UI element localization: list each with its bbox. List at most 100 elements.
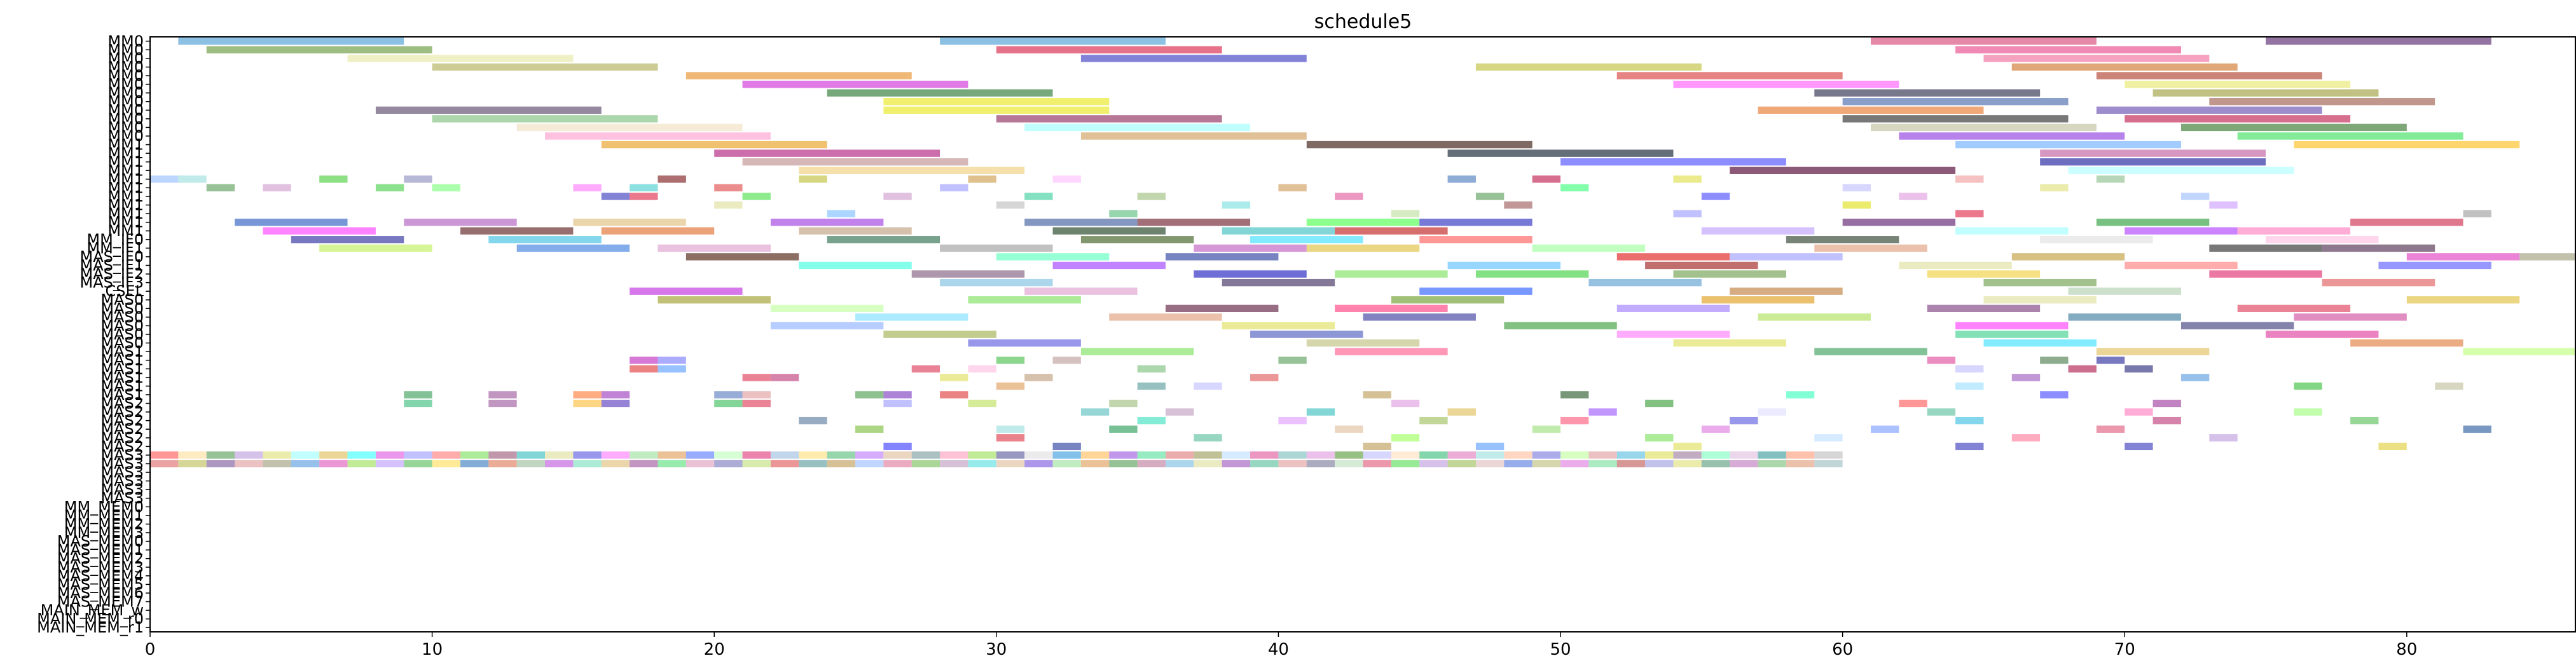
task-bar (1165, 408, 1194, 416)
task-bar (347, 55, 574, 62)
task-bar (1730, 460, 1758, 468)
task-bar (516, 244, 630, 252)
y-tick-label: MAS_IF3 (79, 274, 144, 292)
task-bar (1616, 331, 1730, 338)
task-bar (206, 451, 235, 459)
task-bar (1391, 434, 1420, 442)
task-bar (1024, 123, 1251, 132)
task-bar (573, 451, 602, 459)
task-bar (1024, 287, 1138, 295)
bars-layer (150, 38, 2576, 468)
task-bar (996, 46, 1222, 54)
task-bar (1306, 451, 1335, 459)
task-bar (1080, 460, 1110, 468)
y-tick-label: MM_IF0 (86, 231, 144, 249)
task-bar (1899, 261, 2012, 270)
task-bar (488, 460, 517, 468)
task-bar (488, 391, 517, 399)
task-bar (2237, 227, 2351, 235)
task-bar (799, 167, 1025, 174)
task-bar (1983, 339, 2097, 347)
task-bar (2519, 253, 2576, 261)
task-bar (2125, 261, 2238, 270)
task-bar (1701, 193, 1730, 200)
task-bar (1673, 80, 1899, 88)
task-bar (996, 115, 1222, 123)
task-bar (1391, 460, 1420, 468)
task-bar (827, 210, 856, 217)
task-bar (291, 236, 404, 243)
task-bar (1616, 253, 1730, 261)
task-bar (1955, 210, 1984, 217)
task-bar (1080, 348, 1194, 355)
task-bar (630, 287, 743, 295)
task-bar (1447, 451, 1476, 459)
task-bar (996, 356, 1025, 364)
task-bar (658, 244, 771, 252)
task-bar (1475, 63, 1702, 71)
task-bar (488, 399, 517, 407)
y-tick-label: MM0 (107, 58, 144, 76)
task-bar (1842, 218, 1956, 226)
task-bar (1842, 184, 1871, 192)
task-bar (1391, 451, 1420, 459)
task-bar (1899, 399, 1927, 407)
task-bar (1814, 434, 1843, 442)
task-bar (573, 391, 602, 399)
y-tick-label: MAS_MEM0 (57, 533, 144, 550)
task-bar (1927, 408, 1956, 416)
task-bar (2294, 408, 2322, 416)
task-bar (375, 106, 602, 114)
task-bar (1447, 175, 1476, 183)
task-bar (1419, 236, 1533, 243)
task-bar (1137, 451, 1166, 459)
task-bar (1588, 451, 1617, 459)
task-bar (1673, 175, 1702, 183)
task-bar (1278, 356, 1307, 364)
task-bar (2209, 98, 2435, 106)
task-bar (1786, 451, 1815, 459)
task-bar (1194, 270, 1307, 278)
task-bar (2096, 175, 2125, 183)
task-bar (2152, 399, 2181, 407)
y-tick-label: MM0 (107, 118, 144, 136)
y-tick-label: MM1 (107, 136, 144, 154)
task-bar (1701, 227, 1815, 235)
task-bar (1814, 460, 1843, 468)
task-bar (940, 451, 968, 459)
task-bar (2040, 149, 2266, 157)
y-tick-label: MAS_MEM7 (57, 593, 144, 611)
task-bar (1165, 451, 1194, 459)
task-bar (1222, 460, 1251, 468)
task-bar (2266, 331, 2379, 338)
task-bar (2011, 434, 2041, 442)
task-bar (1504, 460, 1533, 468)
task-bar (319, 244, 432, 252)
task-bar (601, 140, 827, 149)
task-bar (2125, 365, 2153, 373)
task-bar (1504, 201, 1533, 209)
task-bar (2209, 244, 2322, 252)
task-bar (770, 322, 884, 330)
task-bar (432, 184, 460, 192)
task-bar (2040, 236, 2153, 243)
task-bar (1645, 399, 1674, 407)
task-bar (770, 460, 799, 468)
task-bar (968, 399, 996, 407)
y-tick-label: MAS2 (100, 437, 144, 455)
task-bar (263, 184, 291, 192)
task-bar (1786, 236, 1899, 243)
y-tick-label: MAIN_MEM_r0 (37, 610, 144, 628)
y-tick-label: MAS0 (100, 325, 144, 343)
y-tick-label: MAS0 (100, 291, 144, 309)
task-bar (1250, 236, 1363, 243)
task-bar (1927, 356, 1956, 364)
task-bar (1447, 261, 1561, 270)
task-bar (347, 460, 376, 468)
task-bar (1475, 460, 1505, 468)
task-bar (2096, 425, 2125, 433)
task-bar (1504, 322, 1617, 330)
task-bar (1194, 460, 1222, 468)
task-bar (2266, 38, 2491, 45)
